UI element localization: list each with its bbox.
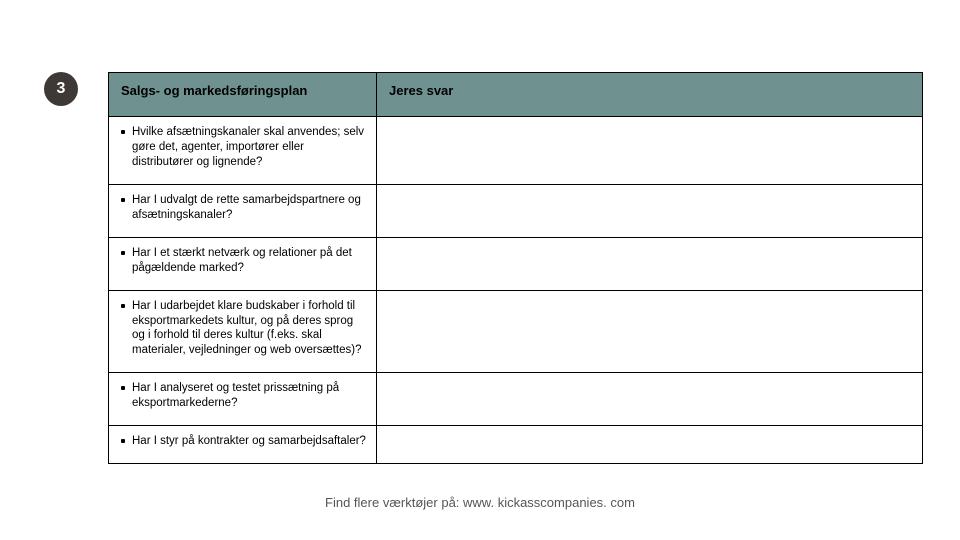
bullet-dot-icon (121, 304, 125, 308)
answer-cell[interactable] (377, 237, 923, 290)
bullet-dot-icon (121, 130, 125, 134)
bullet-item: Har I udarbejdet klare budskaber i forho… (119, 299, 366, 359)
question-text: Hvilke afsætningskanaler skal anvendes; … (132, 125, 366, 170)
col-header-answer: Jeres svar (377, 73, 923, 117)
bullet-item: Har I et stærkt netværk og relationer på… (119, 246, 366, 276)
question-cell: Hvilke afsætningskanaler skal anvendes; … (109, 117, 377, 185)
answer-cell[interactable] (377, 290, 923, 373)
question-cell: Har I udvalgt de rette samarbejdspartner… (109, 184, 377, 237)
section-number: 3 (57, 80, 66, 98)
bullet-dot-icon (121, 439, 125, 443)
question-cell: Har I et stærkt netværk og relationer på… (109, 237, 377, 290)
bullet-item: Har I udvalgt de rette samarbejdspartner… (119, 193, 366, 223)
bullet-item: Hvilke afsætningskanaler skal anvendes; … (119, 125, 366, 170)
table-row: Hvilke afsætningskanaler skal anvendes; … (109, 117, 923, 185)
table-header-row: Salgs- og markedsføringsplan Jeres svar (109, 73, 923, 117)
table-row: Har I styr på kontrakter og samarbejdsaf… (109, 426, 923, 464)
table-row: Har I analyseret og testet prissætning p… (109, 373, 923, 426)
section-number-badge: 3 (44, 72, 78, 106)
question-text: Har I analyseret og testet prissætning p… (132, 381, 366, 411)
answer-cell[interactable] (377, 426, 923, 464)
answer-cell[interactable] (377, 184, 923, 237)
question-cell: Har I analyseret og testet prissætning p… (109, 373, 377, 426)
question-text: Har I styr på kontrakter og samarbejdsaf… (132, 434, 366, 449)
col-header-question: Salgs- og markedsføringsplan (109, 73, 377, 117)
slide: 3 Salgs- og markedsføringsplan Jeres sva… (0, 0, 960, 540)
bullet-dot-icon (121, 251, 125, 255)
question-cell: Har I udarbejdet klare budskaber i forho… (109, 290, 377, 373)
bullet-dot-icon (121, 198, 125, 202)
question-text: Har I et stærkt netværk og relationer på… (132, 246, 366, 276)
table-row: Har I et stærkt netværk og relationer på… (109, 237, 923, 290)
bullet-item: Har I analyseret og testet prissætning p… (119, 381, 366, 411)
answer-cell[interactable] (377, 117, 923, 185)
question-cell: Har I styr på kontrakter og samarbejdsaf… (109, 426, 377, 464)
question-text: Har I udvalgt de rette samarbejdspartner… (132, 193, 366, 223)
table-body: Hvilke afsætningskanaler skal anvendes; … (109, 117, 923, 464)
table-row: Har I udarbejdet klare budskaber i forho… (109, 290, 923, 373)
question-text: Har I udarbejdet klare budskaber i forho… (132, 299, 366, 359)
table-row: Har I udvalgt de rette samarbejdspartner… (109, 184, 923, 237)
bullet-dot-icon (121, 386, 125, 390)
questionnaire-table: Salgs- og markedsføringsplan Jeres svar … (108, 72, 923, 464)
footer-text: Find flere værktøjer på: www. kickasscom… (0, 495, 960, 510)
answer-cell[interactable] (377, 373, 923, 426)
bullet-item: Har I styr på kontrakter og samarbejdsaf… (119, 434, 366, 449)
